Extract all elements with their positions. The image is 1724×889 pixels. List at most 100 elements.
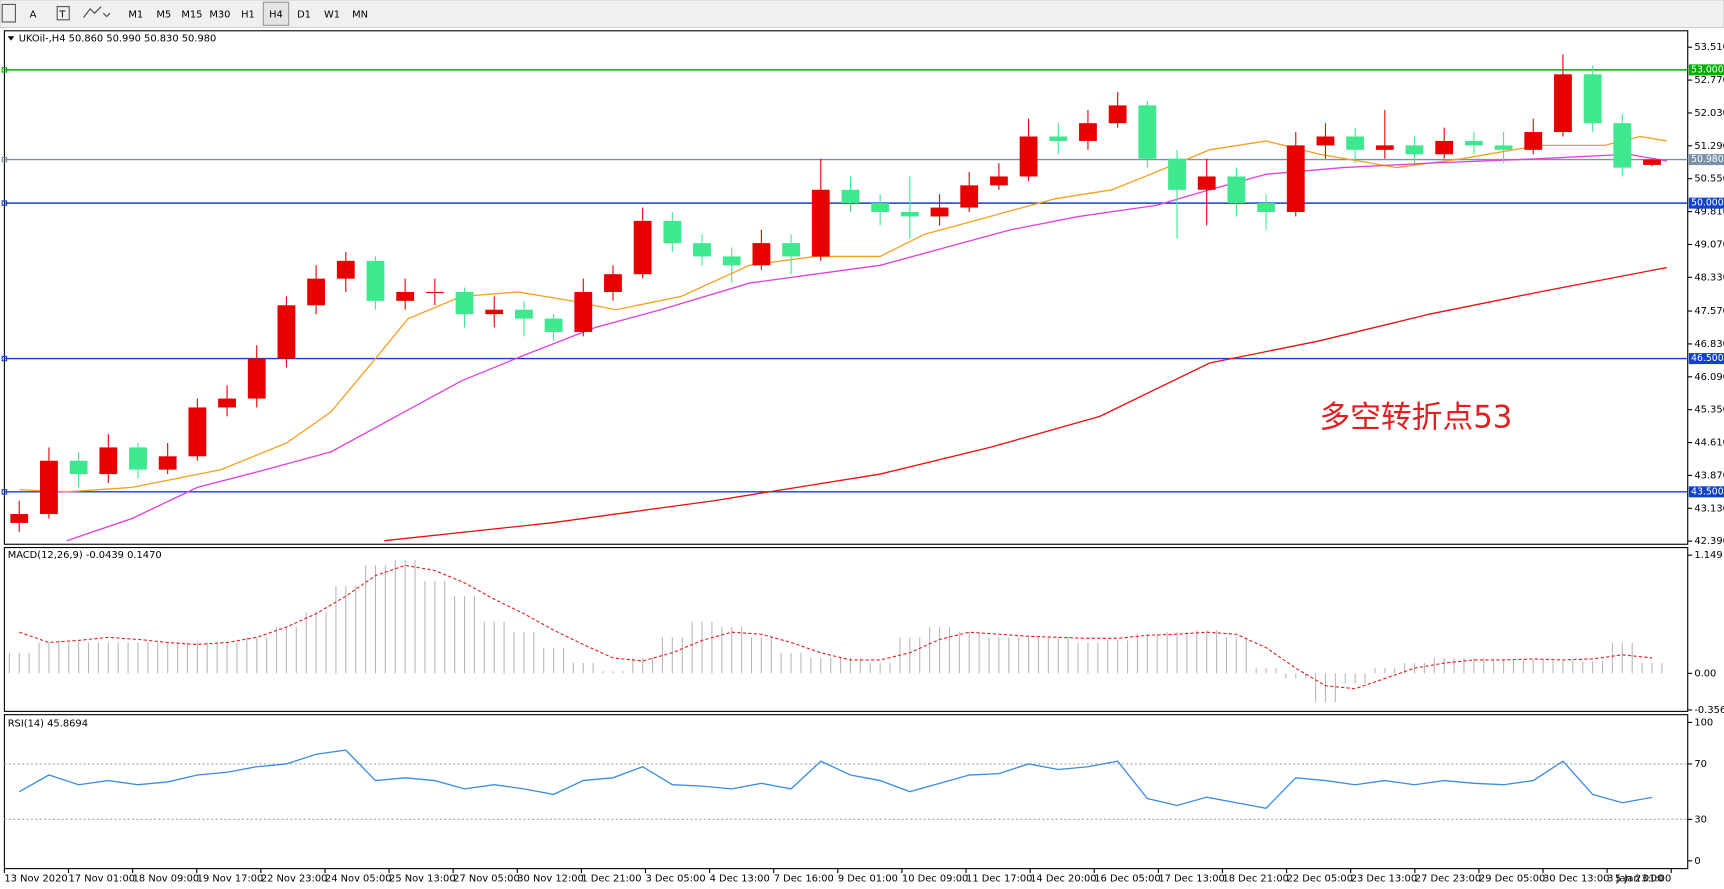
- timeframe-button[interactable]: D1: [297, 9, 311, 20]
- candle-body: [782, 243, 800, 257]
- x-tick-label: 16 Dec 05:00: [1094, 874, 1160, 885]
- line-handle: [1, 355, 8, 362]
- x-tick-label: 18 Dec 21:00: [1222, 874, 1288, 885]
- header-arrow: [7, 36, 15, 41]
- candle-body: [10, 514, 29, 523]
- line-handle: [1, 67, 8, 73]
- line-handle: [1, 200, 8, 206]
- text-icon-box[interactable]: [56, 6, 70, 21]
- y-tick-label: 70: [1694, 759, 1707, 770]
- candle-body: [396, 291, 415, 301]
- candle-body: [544, 318, 563, 332]
- price-label: 46.500: [1691, 353, 1724, 364]
- macd-signal: [19, 564, 1653, 690]
- x-tick-label: 3 Jan 23:00: [1607, 874, 1663, 885]
- y-tick-label: -0.3563: [1694, 705, 1724, 716]
- y-tick-label: 46.090: [1694, 372, 1724, 383]
- line-handle: [1, 489, 8, 495]
- timeframe-button[interactable]: H1: [241, 9, 255, 20]
- candle-body: [366, 260, 385, 301]
- candle-body: [1643, 159, 1661, 165]
- rsi-line: [18, 749, 1653, 809]
- line-handle: [1, 156, 8, 163]
- timeframe-button[interactable]: W1: [324, 9, 340, 20]
- candle-body: [633, 220, 652, 275]
- price-label-box: [1688, 197, 1724, 209]
- x-tick-label: 19 Nov 17:00: [197, 874, 264, 885]
- candle-body: [989, 176, 1008, 186]
- candle-body: [1049, 136, 1068, 141]
- x-tick-label: 14 Dec 20:00: [1030, 874, 1096, 885]
- candle-body: [1138, 105, 1157, 159]
- price-label-box: [1688, 64, 1724, 76]
- candle-body: [900, 212, 919, 217]
- x-tick-label: 17 Dec 13:00: [1158, 874, 1224, 885]
- timeframe-button[interactable]: M5: [156, 9, 171, 20]
- x-tick-label: 30 Nov 12:00: [517, 874, 584, 885]
- tool-button[interactable]: T: [58, 9, 66, 20]
- y-tick-label: 45.350: [1694, 405, 1724, 416]
- candle-body: [1168, 158, 1186, 190]
- y-tick-label: 51.290: [1694, 141, 1724, 152]
- candle-body: [218, 398, 236, 408]
- price-label: 50.000: [1691, 198, 1724, 209]
- timeframe-button[interactable]: M15: [181, 9, 202, 20]
- draw-icon[interactable]: [83, 6, 111, 18]
- candle-body: [663, 220, 682, 244]
- menu-icon[interactable]: [1, 3, 16, 23]
- candle-body: [158, 456, 177, 470]
- x-tick-label: 1 Dec 21:00: [581, 874, 641, 885]
- y-tick-label: 49.070: [1694, 239, 1724, 250]
- y-tick-label: 52.770: [1694, 75, 1724, 86]
- candle-body: [1346, 136, 1365, 150]
- x-tick-label: 10 Dec 09:00: [902, 874, 968, 885]
- price-label-box: [1688, 154, 1724, 166]
- chart-title: UKOil-,H4 50.860 50.990 50.830 50.980: [19, 33, 217, 44]
- timeframe-button[interactable]: MN: [352, 9, 368, 20]
- candle-body: [1464, 140, 1483, 146]
- rsi-title: RSI(14) 45.8694: [8, 718, 88, 729]
- candle-body: [1524, 132, 1543, 150]
- y-tick-label: 52.030: [1694, 108, 1724, 119]
- candle-body: [930, 207, 949, 217]
- x-tick-label: 23 Dec 13:00: [1351, 874, 1417, 885]
- candle-body: [99, 447, 118, 475]
- y-tick-label: 42.390: [1694, 536, 1724, 547]
- y-tick-label: 47.570: [1694, 306, 1724, 317]
- candle-body: [1554, 74, 1572, 133]
- timeframe-button[interactable]: M30: [209, 9, 230, 20]
- x-tick-label: 13 Nov 2020: [4, 874, 67, 885]
- x-tick-label: 11 Dec 17:00: [966, 874, 1032, 885]
- candle-body: [1257, 203, 1275, 213]
- x-tick-label: 4 Dec 13:00: [710, 874, 770, 885]
- candle-body: [425, 291, 444, 294]
- price-label: 53.000: [1691, 64, 1724, 75]
- price-label: 43.500: [1691, 486, 1724, 497]
- x-tick-label: 7 Dec 16:00: [774, 874, 834, 885]
- tool-button[interactable]: A: [30, 9, 37, 20]
- y-tick-label: 44.610: [1694, 438, 1724, 449]
- x-tick-label: 18 Nov 09:00: [133, 874, 200, 885]
- candle-body: [455, 291, 474, 315]
- moving-average: [19, 135, 1667, 493]
- y-tick-label: 46.830: [1694, 339, 1724, 350]
- y-tick-label: 50.550: [1694, 174, 1724, 185]
- candle-body: [40, 460, 58, 515]
- timeframe-button[interactable]: H4: [269, 9, 283, 20]
- y-tick-label: 49.810: [1694, 207, 1724, 218]
- y-tick-label: 0: [1694, 856, 1700, 867]
- x-tick-label: 29 Dec 05:00: [1479, 874, 1545, 885]
- candle-body: [1613, 123, 1632, 168]
- y-tick-label: 43.130: [1694, 503, 1724, 514]
- candle-body: [960, 185, 979, 208]
- candle-body: [1316, 136, 1335, 146]
- price-label-box: [1688, 486, 1724, 498]
- timeframe-button[interactable]: M1: [128, 9, 143, 20]
- x-tick-label: 27 Nov 05:00: [453, 874, 520, 885]
- candle-body: [69, 460, 88, 475]
- price-panel: [3, 30, 1689, 545]
- candle-body: [1227, 176, 1246, 204]
